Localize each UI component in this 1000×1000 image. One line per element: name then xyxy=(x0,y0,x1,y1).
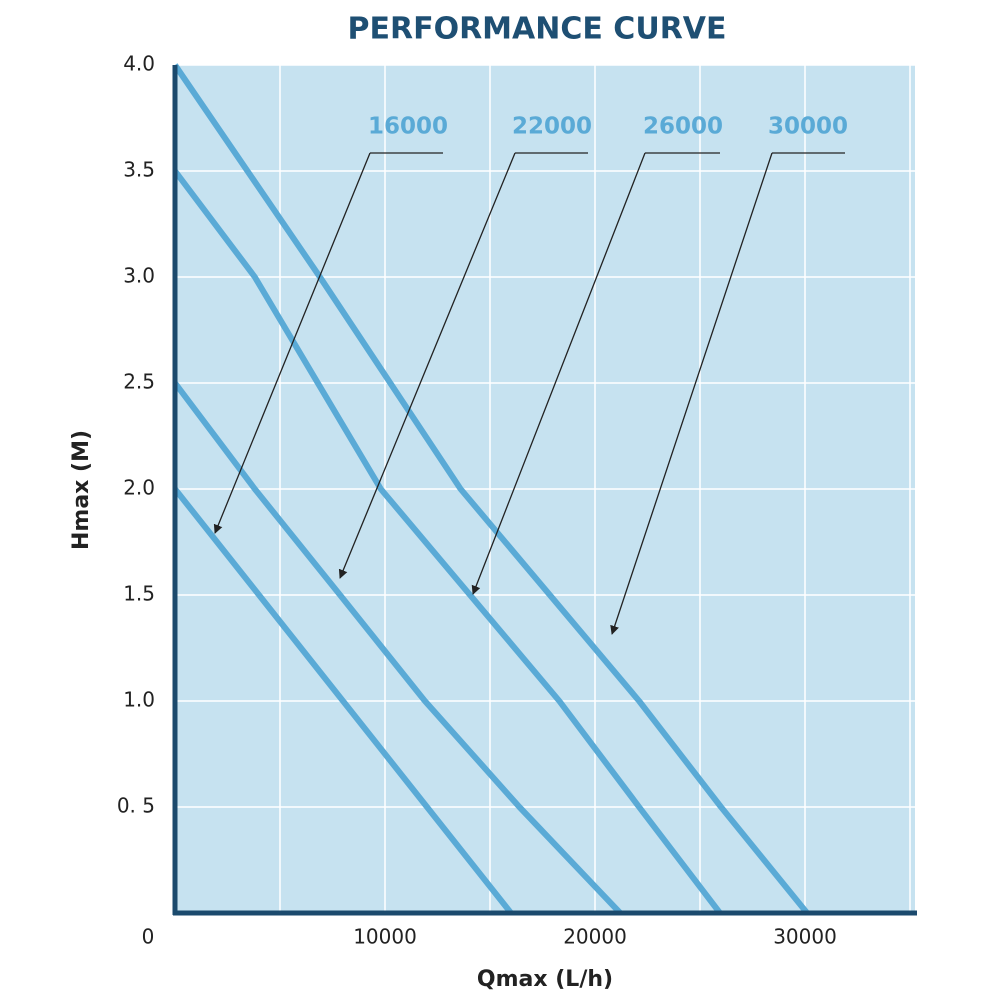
data-line xyxy=(172,487,514,915)
data-line xyxy=(172,169,723,915)
leader-arrow xyxy=(338,152,516,579)
x-axis-label: Qmax (L/h) xyxy=(477,967,613,992)
series-label: 22000 xyxy=(512,114,592,140)
x-tick-label: 20000 xyxy=(563,925,627,949)
series-label: 26000 xyxy=(643,114,723,140)
series-label: 16000 xyxy=(368,114,448,140)
y-tick-label: 1.0 xyxy=(123,688,155,712)
series-label: 30000 xyxy=(768,114,848,140)
leader-arrow xyxy=(610,152,773,635)
y-tick-label: 3.0 xyxy=(123,264,155,288)
x-tick-label: 10000 xyxy=(353,925,417,949)
y-tick-label: 3.5 xyxy=(123,158,155,182)
chart-title: PERFORMANCE CURVE xyxy=(348,12,727,47)
y-tick-label: 1.5 xyxy=(123,582,155,606)
x-tick-label: 0 xyxy=(142,925,155,949)
data-line xyxy=(172,63,810,915)
leader-arrow xyxy=(471,152,646,595)
leader-arrow xyxy=(213,152,371,534)
data-line xyxy=(172,381,623,916)
y-axis-label: Hmax (M) xyxy=(69,430,94,550)
y-tick-label: 4.0 xyxy=(123,52,155,76)
y-tick-label: 0. 5 xyxy=(117,794,155,818)
y-tick-label: 2.0 xyxy=(123,476,155,500)
x-tick-label: 30000 xyxy=(773,925,837,949)
y-tick-label: 2.5 xyxy=(123,370,155,394)
